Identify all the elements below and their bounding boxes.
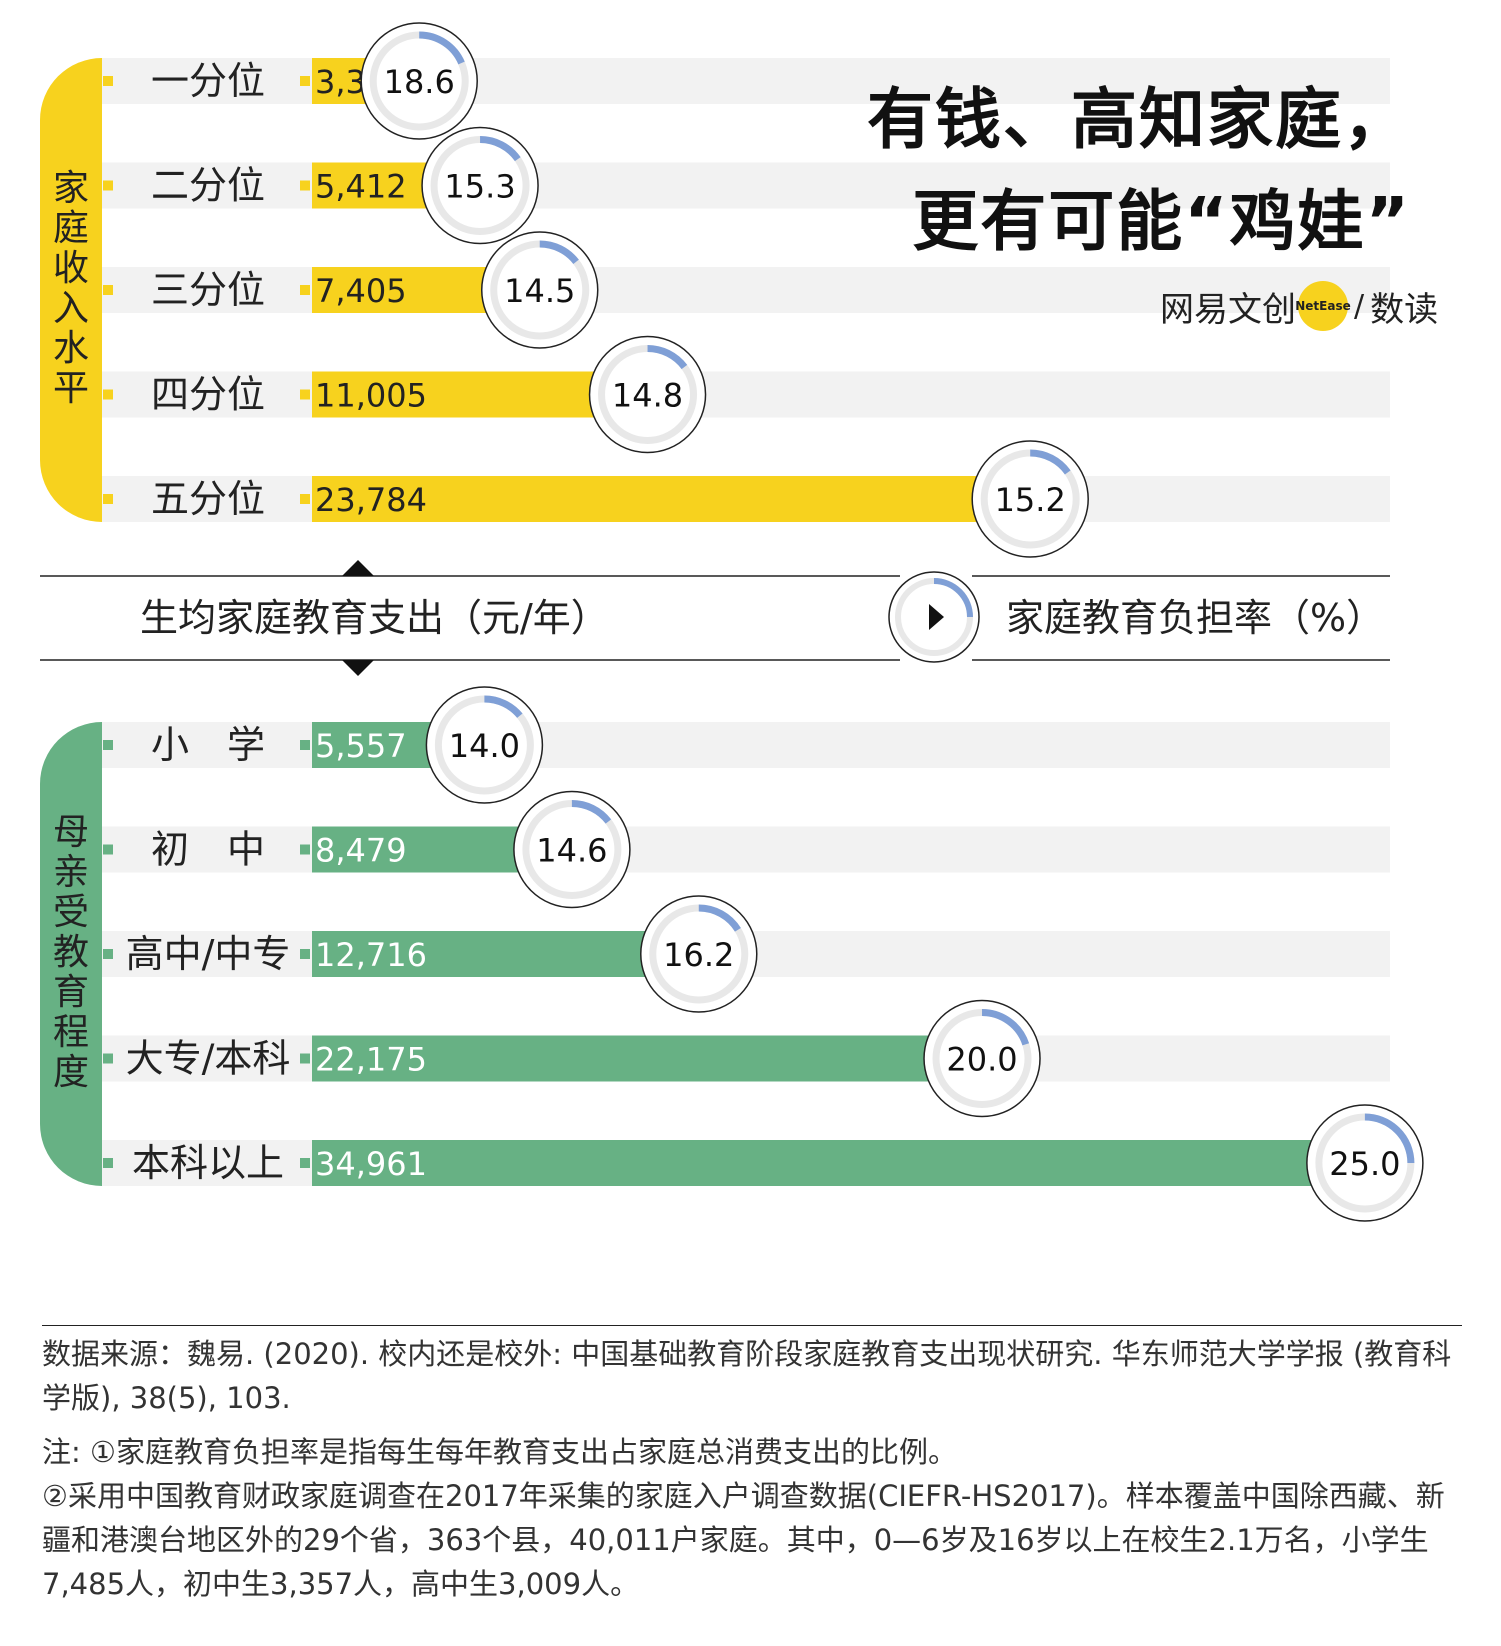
- brand-slash: /: [1354, 288, 1365, 324]
- title-line-2: 更有可能“鸡娃”: [912, 183, 1411, 260]
- note-2: ②采用中国教育财政家庭调查在2017年采集的家庭入户调查数据(CIEFR-HS2…: [42, 1479, 1445, 1601]
- legend-arrow-up: [342, 560, 374, 576]
- row-tick-right: [300, 949, 310, 959]
- row-background: [100, 826, 1390, 873]
- value-label: 5,412: [315, 168, 407, 206]
- category-label: 二分位: [151, 164, 265, 208]
- group-label-1: 母亲受教育程度: [53, 812, 89, 1093]
- value-label: 12,716: [315, 936, 427, 974]
- row-tick-right: [300, 285, 310, 295]
- value-label: 23,784: [315, 481, 427, 519]
- row-tick-right: [300, 1158, 310, 1168]
- rate-ring: [588, 335, 707, 454]
- value-label: 7,405: [315, 272, 407, 310]
- rate-arc: [539, 240, 579, 265]
- value-label: 8,479: [315, 832, 407, 870]
- category-label: 一分位: [151, 59, 265, 103]
- bar: [312, 1035, 977, 1082]
- category-label: 初 中: [151, 828, 265, 872]
- row-tick-right: [300, 740, 310, 750]
- row-tick-left: [103, 494, 113, 504]
- rate-label: 14.8: [612, 377, 683, 415]
- rate-ring: [425, 686, 544, 804]
- play-icon: [929, 604, 944, 630]
- brand-name: 网易文创: [1160, 289, 1296, 330]
- value-label: 34,961: [315, 1145, 427, 1183]
- value-label: 22,175: [315, 1041, 427, 1079]
- row-tick-right: [300, 494, 310, 504]
- group-panel: [40, 722, 102, 1186]
- row-tick-right: [300, 1053, 310, 1064]
- legend-ring-arc: [933, 578, 973, 618]
- group-panel: [40, 58, 102, 522]
- row-tick-left: [103, 180, 113, 191]
- row-tick-left: [103, 844, 113, 855]
- row-tick-left: [103, 740, 113, 750]
- row-tick-right: [300, 389, 310, 400]
- rate-label: 16.2: [663, 936, 734, 974]
- rate-arc: [981, 1009, 1030, 1046]
- rate-arc: [419, 31, 465, 65]
- rate-label: 14.5: [504, 272, 575, 310]
- rate-arc: [479, 136, 521, 162]
- bar: [312, 371, 642, 418]
- rate-ring: [421, 126, 539, 245]
- rate-ring: [640, 895, 758, 1013]
- row-tick-right: [300, 76, 310, 86]
- legend-left-label: 生均家庭教育支出（元/年）: [140, 596, 609, 640]
- row-tick-right: [300, 844, 310, 855]
- bar: [312, 931, 693, 977]
- row-background: [100, 371, 1390, 418]
- brand-sub: 数读: [1370, 289, 1439, 330]
- rate-ring: [1306, 1104, 1424, 1222]
- rate-ring: [513, 790, 631, 909]
- rate-label: 25.0: [1329, 1145, 1400, 1183]
- row-tick-right: [300, 180, 310, 191]
- rate-ring: [360, 22, 478, 140]
- row-tick-left: [103, 285, 113, 295]
- rate-arc: [647, 345, 688, 370]
- rate-label: 15.3: [444, 168, 515, 206]
- row-tick-left: [103, 389, 113, 400]
- rate-arc: [484, 695, 523, 719]
- category-label: 小 学: [151, 723, 265, 767]
- bar: [312, 1140, 1359, 1186]
- chart: 家庭收入水平一分位3,38018.6二分位5,41215.3三分位7,40514…: [40, 22, 1424, 1222]
- row-background: [100, 722, 1390, 768]
- title-line-1: 有钱、高知家庭，: [867, 81, 1411, 158]
- rate-arc: [1030, 449, 1071, 475]
- rate-label: 20.0: [946, 1041, 1017, 1079]
- source-note: 数据来源：魏易. (2020). 校内还是校外: 中国基础教育阶段家庭教育支出现…: [42, 1337, 1452, 1415]
- rate-ring: [971, 440, 1089, 558]
- rate-label: 15.2: [995, 481, 1066, 519]
- bar: [312, 476, 1025, 522]
- rate-label: 14.6: [536, 832, 607, 870]
- category-label: 本科以上: [132, 1141, 284, 1185]
- row-tick-left: [103, 76, 113, 86]
- rate-label: 18.6: [384, 63, 455, 101]
- category-label: 高中/中专: [126, 932, 291, 976]
- row-tick-left: [103, 1053, 113, 1064]
- row-tick-left: [103, 949, 113, 959]
- value-label: 11,005: [315, 377, 427, 415]
- category-label: 五分位: [151, 477, 265, 521]
- row-tick-left: [103, 1158, 113, 1168]
- rate-ring: [480, 231, 599, 349]
- rate-label: 14.0: [449, 727, 520, 765]
- category-label: 三分位: [151, 268, 265, 312]
- netease-badge: NetEase: [1295, 281, 1351, 331]
- rate-ring: [923, 999, 1041, 1118]
- category-label: 四分位: [151, 373, 265, 417]
- legend-right-label: 家庭教育负担率（%）: [1006, 596, 1384, 640]
- legend-arrow-down: [342, 660, 374, 676]
- category-label: 大专/本科: [126, 1037, 291, 1081]
- footer: 数据来源：魏易. (2020). 校内还是校外: 中国基础教育阶段家庭教育支出现…: [42, 1325, 1462, 1606]
- rate-arc: [1364, 1113, 1415, 1164]
- rate-arc: [571, 800, 612, 824]
- note-1: 注: ①家庭教育负担率是指每生每年教育支出占家庭总消费支出的比例。: [42, 1435, 957, 1469]
- value-label: 5,557: [315, 727, 407, 765]
- brand-logo: 网易文创 NetEase / 数读: [1160, 278, 1438, 334]
- rate-arc: [698, 904, 741, 932]
- group-label-0: 家庭收入水平: [53, 168, 89, 409]
